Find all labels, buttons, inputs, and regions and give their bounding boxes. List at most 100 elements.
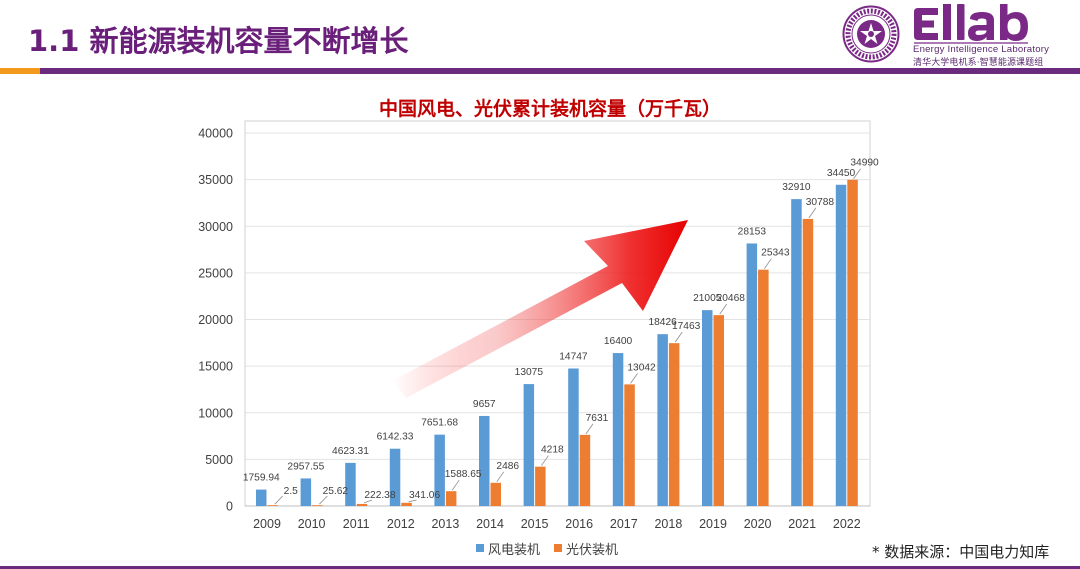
value-label-wind-2012: 6142.33 bbox=[377, 432, 414, 443]
bar-solar-2019 bbox=[713, 315, 724, 506]
value-label-solar-2018: 17463 bbox=[672, 321, 701, 332]
value-label-leader bbox=[408, 499, 417, 503]
bar-wind-2013 bbox=[434, 434, 445, 506]
value-label-wind-2017: 16400 bbox=[604, 336, 633, 347]
chart-title: 中国风电、光伏累计装机容量（万千瓦） bbox=[378, 98, 721, 120]
bar-solar-2021 bbox=[802, 218, 814, 506]
title-rule-accent bbox=[0, 68, 40, 74]
bar-wind-2011 bbox=[345, 462, 356, 506]
value-label-leader bbox=[319, 495, 328, 505]
slide-title: 1.1 新能源装机容量不断增长 bbox=[28, 24, 409, 58]
value-label-wind-2022: 34450 bbox=[827, 168, 856, 179]
bar-solar-2018 bbox=[668, 343, 680, 506]
bar-wind-2015 bbox=[523, 384, 535, 506]
x-tick-label: 2010 bbox=[298, 517, 326, 531]
value-label-solar-2014: 2486 bbox=[496, 461, 519, 472]
value-label-solar-2021: 30788 bbox=[806, 197, 835, 208]
bar-solar-2012 bbox=[401, 502, 412, 506]
legend-swatch-solar bbox=[554, 544, 563, 552]
y-tick-label: 15000 bbox=[198, 360, 233, 374]
value-label-solar-2019: 20468 bbox=[717, 293, 746, 304]
value-label-wind-2013: 7651.68 bbox=[421, 418, 458, 429]
value-label-leader bbox=[853, 168, 861, 179]
value-label-wind-2015: 13075 bbox=[515, 367, 544, 378]
bar-solar-2010 bbox=[312, 505, 323, 506]
value-label-solar-2017: 13042 bbox=[627, 362, 656, 373]
value-label-solar-2015: 4218 bbox=[541, 445, 564, 456]
value-label-leader bbox=[274, 495, 284, 505]
value-label-wind-2010: 2957.55 bbox=[287, 461, 324, 472]
value-label-leader bbox=[585, 423, 594, 435]
value-label-wind-2009: 1759.94 bbox=[243, 473, 280, 484]
chart-legend: 风电装机 光伏装机 bbox=[476, 539, 618, 558]
bar-wind-2018 bbox=[657, 334, 668, 506]
trend-arrow bbox=[392, 220, 688, 398]
x-tick-label: 2021 bbox=[788, 517, 816, 531]
x-tick-label: 2018 bbox=[654, 517, 682, 531]
bar-wind-2021 bbox=[791, 199, 802, 506]
lab-logo-subtitle-en: Energy Intelligence Laboratory bbox=[913, 44, 1050, 55]
value-label-solar-2016: 7631 bbox=[586, 413, 609, 424]
value-label-solar-2020: 25343 bbox=[761, 248, 790, 259]
value-label-leader bbox=[630, 373, 638, 384]
y-tick-label: 35000 bbox=[198, 173, 233, 187]
bar-wind-2017 bbox=[612, 353, 624, 506]
value-label-wind-2020: 28153 bbox=[738, 226, 767, 237]
bar-solar-2020 bbox=[758, 269, 769, 506]
bar-wind-2022 bbox=[835, 184, 847, 506]
value-label-wind-2018: 18426 bbox=[648, 317, 677, 328]
y-tick-label: 20000 bbox=[198, 313, 233, 327]
value-label-solar-2012: 341.06 bbox=[409, 490, 440, 501]
bar-solar-2016 bbox=[579, 434, 591, 506]
x-tick-label: 2012 bbox=[387, 517, 415, 531]
legend-label-wind: 风电装机 bbox=[488, 542, 541, 558]
value-label-solar-2009: 2.5 bbox=[284, 486, 298, 497]
value-label-leader bbox=[764, 258, 772, 269]
value-label-leader bbox=[674, 331, 683, 343]
legend-item-solar: 光伏装机 bbox=[554, 539, 618, 558]
x-tick-label: 2022 bbox=[833, 517, 861, 531]
value-label-wind-2014: 9657 bbox=[473, 399, 496, 410]
x-tick-label: 2020 bbox=[744, 517, 772, 531]
lab-logo-subtitle-zh: 清华大学电机系·智慧能源课题组 bbox=[913, 58, 1044, 68]
bar-wind-2020 bbox=[746, 243, 758, 507]
bar-wind-2009 bbox=[256, 489, 267, 506]
value-label-leader bbox=[719, 303, 728, 315]
value-label-leader bbox=[451, 479, 460, 491]
x-tick-label: 2014 bbox=[476, 517, 504, 531]
value-label-solar-2011: 222.38 bbox=[364, 490, 395, 501]
bar-solar-2015 bbox=[535, 466, 546, 506]
value-label-leader bbox=[808, 207, 817, 219]
x-tick-label: 2011 bbox=[343, 517, 370, 531]
value-label-wind-2016: 14747 bbox=[559, 351, 588, 362]
value-label-leader bbox=[363, 499, 373, 504]
value-label-wind-2021: 32910 bbox=[782, 182, 811, 193]
x-tick-label: 2016 bbox=[565, 517, 593, 531]
value-label-wind-2019: 21005 bbox=[693, 293, 722, 304]
x-tick-label: 2009 bbox=[253, 517, 281, 531]
bar-wind-2016 bbox=[568, 368, 579, 506]
y-tick-label: 30000 bbox=[198, 220, 233, 234]
bar-solar-2014 bbox=[490, 482, 501, 506]
bottom-rule bbox=[0, 566, 1080, 569]
value-label-solar-2013: 1588.65 bbox=[445, 469, 482, 480]
y-tick-label: 5000 bbox=[205, 453, 233, 467]
data-source-note: * 数据来源：中国电力知库 bbox=[872, 543, 1050, 561]
value-label-leader bbox=[541, 455, 549, 466]
y-tick-label: 25000 bbox=[198, 266, 233, 280]
x-tick-label: 2019 bbox=[699, 517, 727, 531]
legend-swatch-wind bbox=[476, 544, 484, 552]
bar-solar-2017 bbox=[624, 384, 635, 506]
university-seal-icon bbox=[842, 5, 900, 63]
x-tick-label: 2017 bbox=[610, 517, 638, 531]
y-tick-label: 10000 bbox=[198, 406, 233, 420]
y-tick-label: 0 bbox=[226, 500, 233, 514]
bar-wind-2010 bbox=[300, 478, 312, 506]
lab-logo-wordmark bbox=[914, 4, 1028, 44]
x-tick-label: 2013 bbox=[431, 517, 459, 531]
title-rule bbox=[40, 68, 1080, 74]
x-tick-label: 2015 bbox=[521, 517, 549, 531]
value-label-solar-2010: 25.62 bbox=[323, 486, 349, 497]
bar-wind-2019 bbox=[702, 310, 713, 506]
